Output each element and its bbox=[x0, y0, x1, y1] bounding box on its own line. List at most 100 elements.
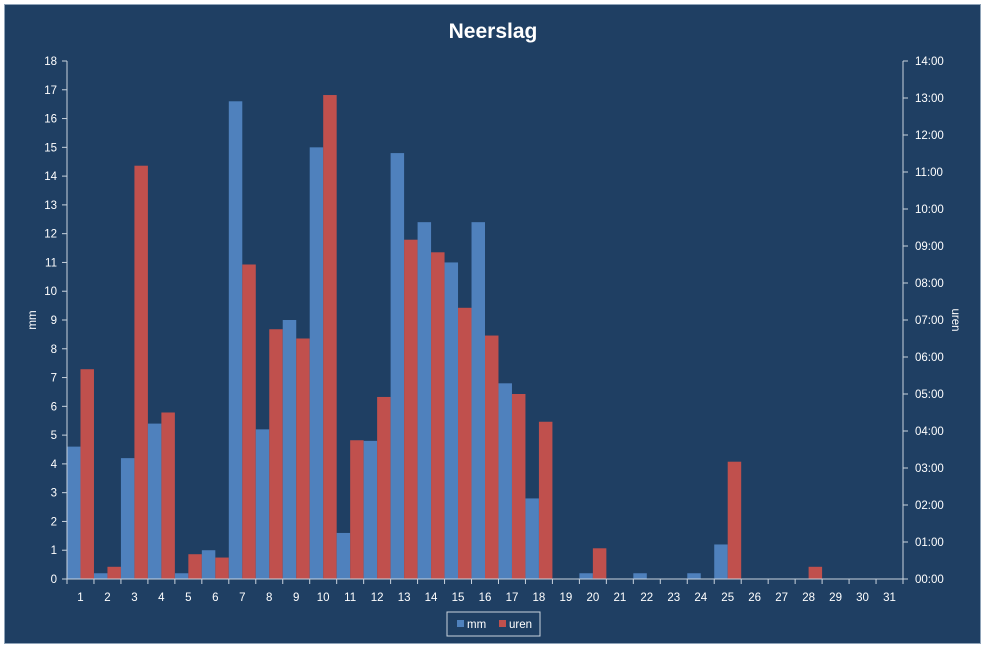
y2-tick-label: 14:00 bbox=[915, 56, 944, 68]
y-tick-label: 7 bbox=[51, 373, 57, 385]
bar-uren-day-3 bbox=[134, 165, 148, 579]
bar-uren-day-15 bbox=[458, 307, 472, 579]
x-tick-label: 19 bbox=[560, 592, 573, 604]
bar-mm-day-17 bbox=[498, 383, 512, 579]
y2-tick-label: 03:00 bbox=[915, 463, 944, 475]
y-tick-label: 17 bbox=[44, 85, 57, 97]
bar-mm-day-3 bbox=[120, 458, 135, 579]
y2-tick-label: 07:00 bbox=[915, 315, 944, 327]
y2-tick-label: 00:00 bbox=[915, 574, 944, 586]
x-tick-label: 11 bbox=[344, 592, 356, 604]
y2-tick-label: 06:00 bbox=[915, 352, 944, 364]
y-tick-label: 8 bbox=[51, 344, 57, 356]
x-tick-label: 28 bbox=[802, 592, 815, 604]
bar-uren-day-18 bbox=[538, 421, 553, 579]
y-tick-label: 0 bbox=[51, 574, 57, 586]
bar-uren-day-4 bbox=[161, 412, 175, 579]
y-tick-label: 12 bbox=[44, 229, 57, 241]
x-tick-label: 14 bbox=[425, 592, 438, 604]
x-tick-label: 20 bbox=[586, 592, 599, 604]
y-tick-label: 2 bbox=[51, 516, 57, 528]
bar-mm-day-18 bbox=[525, 498, 539, 579]
bar-uren-day-9 bbox=[296, 338, 310, 579]
bar-uren-day-6 bbox=[215, 557, 229, 579]
x-tick-label: 13 bbox=[398, 592, 411, 604]
y2-axis-title: uren bbox=[949, 308, 961, 331]
legend: mm uren bbox=[446, 611, 541, 637]
x-tick-label: 3 bbox=[131, 592, 137, 604]
bar-mm-day-9 bbox=[282, 320, 297, 579]
bar-mm-day-7 bbox=[228, 101, 243, 580]
bar-uren-day-2 bbox=[107, 566, 121, 579]
x-tick-label: 26 bbox=[748, 592, 761, 604]
x-tick-label: 12 bbox=[371, 592, 384, 604]
y-tick-label: 6 bbox=[51, 401, 57, 413]
y-tick-label: 18 bbox=[44, 56, 57, 68]
x-tick-label: 8 bbox=[266, 592, 272, 604]
bar-uren-day-7 bbox=[242, 264, 256, 579]
bar-uren-day-17 bbox=[511, 394, 526, 579]
bar-uren-day-20 bbox=[592, 548, 607, 579]
bar-uren-day-16 bbox=[485, 335, 499, 579]
x-tick-label: 2 bbox=[104, 592, 110, 604]
y2-tick-label: 12:00 bbox=[915, 130, 944, 142]
bar-mm-day-8 bbox=[255, 429, 270, 579]
y-axis-title: mm bbox=[27, 310, 39, 329]
x-tick-label: 7 bbox=[239, 592, 245, 604]
y-tick-label: 15 bbox=[44, 142, 57, 154]
y2-tick-label: 11:00 bbox=[915, 167, 943, 179]
y-tick-label: 13 bbox=[44, 200, 57, 212]
bar-uren-day-10 bbox=[323, 95, 337, 579]
y2-tick-label: 13:00 bbox=[915, 93, 944, 105]
x-tick-label: 24 bbox=[694, 592, 707, 604]
y-tick-label: 10 bbox=[44, 286, 57, 298]
x-tick-label: 1 bbox=[77, 592, 83, 604]
bar-mm-day-10 bbox=[309, 147, 324, 580]
y2-tick-label: 05:00 bbox=[915, 389, 944, 401]
bar-mm-day-22 bbox=[633, 573, 647, 579]
bar-mm-day-24 bbox=[687, 573, 701, 579]
bar-uren-day-11 bbox=[350, 440, 364, 579]
y-tick-label: 9 bbox=[51, 315, 57, 327]
x-tick-label: 18 bbox=[533, 592, 546, 604]
bar-mm-day-1 bbox=[67, 446, 81, 579]
bar-uren-day-1 bbox=[80, 369, 94, 579]
bar-mm-day-20 bbox=[579, 573, 593, 579]
bar-uren-day-28 bbox=[808, 566, 823, 579]
y2-tick-label: 04:00 bbox=[915, 426, 944, 438]
x-tick-label: 17 bbox=[506, 592, 519, 604]
bar-uren-day-8 bbox=[269, 329, 283, 579]
x-tick-label: 25 bbox=[721, 592, 734, 604]
y-tick-label: 1 bbox=[51, 545, 57, 557]
y-tick-label: 11 bbox=[45, 257, 57, 269]
y-tick-label: 4 bbox=[51, 459, 58, 471]
y-tick-label: 16 bbox=[44, 114, 57, 126]
bar-mm-day-11 bbox=[336, 532, 351, 579]
bars bbox=[67, 95, 823, 580]
x-tick-label: 21 bbox=[613, 592, 626, 604]
y2-tick-label: 02:00 bbox=[915, 500, 944, 512]
bar-uren-day-14 bbox=[431, 252, 445, 580]
x-tick-label: 15 bbox=[452, 592, 465, 604]
y-tick-label: 3 bbox=[51, 488, 57, 500]
y2-axis-ticks: 00:00 01:00 02:00 03:00 04:00 05:00 06:00 07:00… bbox=[903, 56, 944, 586]
x-tick-label: 6 bbox=[212, 592, 218, 604]
bar-mm-day-4 bbox=[147, 423, 162, 579]
bar-mm-day-13 bbox=[390, 153, 405, 580]
bar-mm-day-25 bbox=[714, 544, 728, 579]
chart-title: Neerslag bbox=[449, 20, 538, 43]
bar-uren-day-13 bbox=[404, 239, 418, 579]
y2-tick-label: 08:00 bbox=[915, 278, 944, 290]
x-tick-label: 9 bbox=[293, 592, 299, 604]
y-tick-label: 14 bbox=[44, 171, 57, 183]
legend-label-uren: uren bbox=[509, 619, 532, 631]
x-tick-label: 5 bbox=[185, 592, 191, 604]
bar-mm-day-16 bbox=[471, 222, 485, 579]
y2-tick-label: 01:00 bbox=[915, 537, 944, 549]
bar-uren-day-12 bbox=[377, 396, 391, 579]
bar-uren-day-5 bbox=[188, 554, 202, 579]
bar-mm-day-6 bbox=[201, 550, 216, 579]
x-tick-label: 22 bbox=[640, 592, 653, 604]
